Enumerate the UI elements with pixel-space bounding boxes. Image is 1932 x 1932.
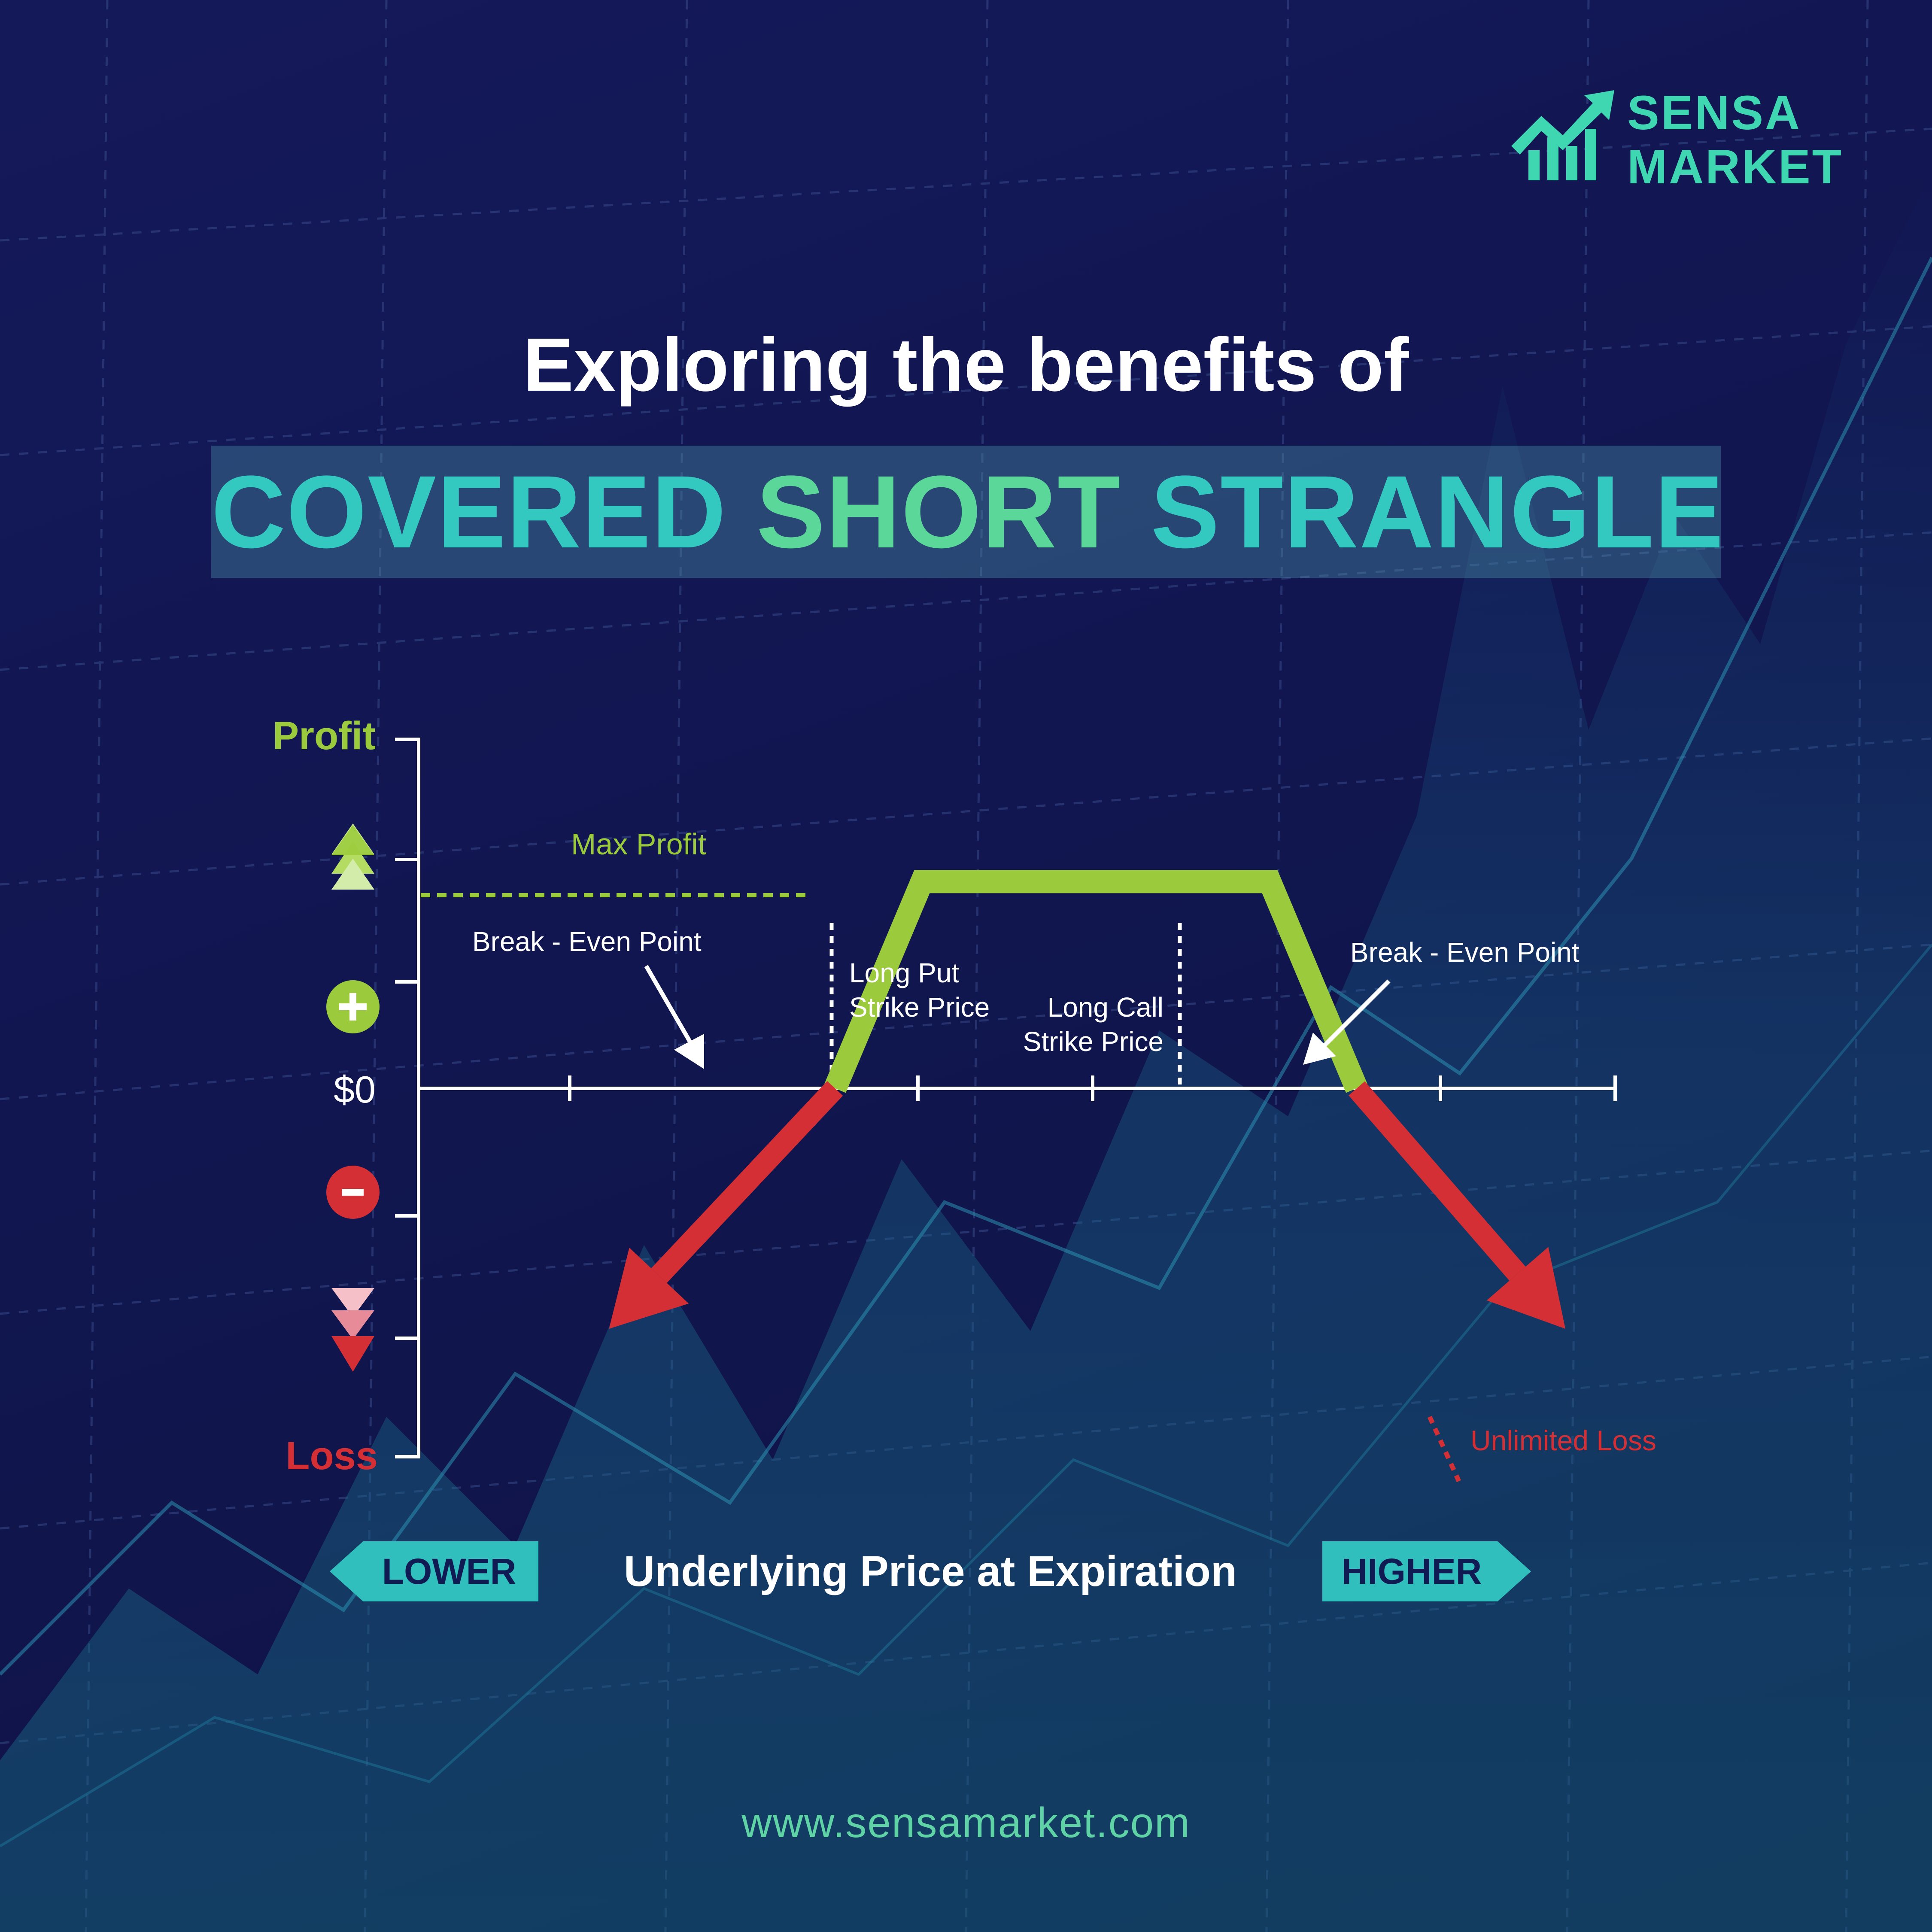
long-call-label-line2: Strike Price: [1023, 1026, 1163, 1057]
down-triangles-icon: [331, 1288, 374, 1372]
loss-left-segment: [651, 1081, 843, 1283]
brand-line1: SENSA: [1627, 86, 1801, 140]
title-banner: [211, 446, 1721, 578]
lower-label: LOWER: [382, 1551, 516, 1592]
banner-title: COVERED SHORT STRANGLE: [211, 446, 1725, 578]
headline: Exploring the benefits of: [523, 323, 1409, 407]
website-url: www.sensamarket.com: [741, 1799, 1191, 1846]
x-axis-title: Underlying Price at Expiration: [623, 1547, 1237, 1595]
profit-segment: [824, 870, 1367, 1093]
banner-word-2: SHORT: [756, 454, 1121, 569]
max-profit-label: Max Profit: [571, 827, 706, 861]
break-even-left-label: Break - Even Point: [472, 926, 702, 957]
loss-right-segment: [1349, 1081, 1526, 1281]
banner-word-3: STRANGLE: [1151, 454, 1725, 569]
long-put-label-line2: Strike Price: [849, 992, 990, 1023]
higher-label: HIGHER: [1341, 1551, 1482, 1592]
plus-icon: [326, 980, 380, 1033]
minus-icon: [326, 1166, 380, 1219]
profit-label: Profit: [273, 714, 376, 758]
bar-chart-up-arrow-icon: [1511, 90, 1614, 180]
brand-logo: SENSA MARKET: [1511, 86, 1855, 194]
unlimited-loss-extension: [1427, 1416, 1461, 1482]
loss-label: Loss: [286, 1434, 378, 1478]
long-call-label-line1: Long Call: [1048, 992, 1163, 1023]
loss-right-arrowhead: [1486, 1247, 1565, 1329]
banner-word-1: COVERED: [211, 454, 727, 569]
break-even-left-arrow: [644, 965, 704, 1069]
long-put-label-line1: Long Put: [849, 957, 959, 988]
lower-tag: LOWER: [330, 1541, 538, 1601]
break-even-right-label: Break - Even Point: [1350, 937, 1580, 968]
up-triangles-icon: [331, 823, 374, 890]
brand-line2: MARKET: [1627, 140, 1844, 194]
unlimited-loss-label: Unlimited Loss: [1470, 1425, 1656, 1456]
zero-label: $0: [334, 1068, 376, 1111]
break-even-right-arrow: [1303, 979, 1391, 1065]
loss-left-arrowhead: [609, 1248, 689, 1329]
higher-tag: HIGHER: [1322, 1541, 1531, 1601]
